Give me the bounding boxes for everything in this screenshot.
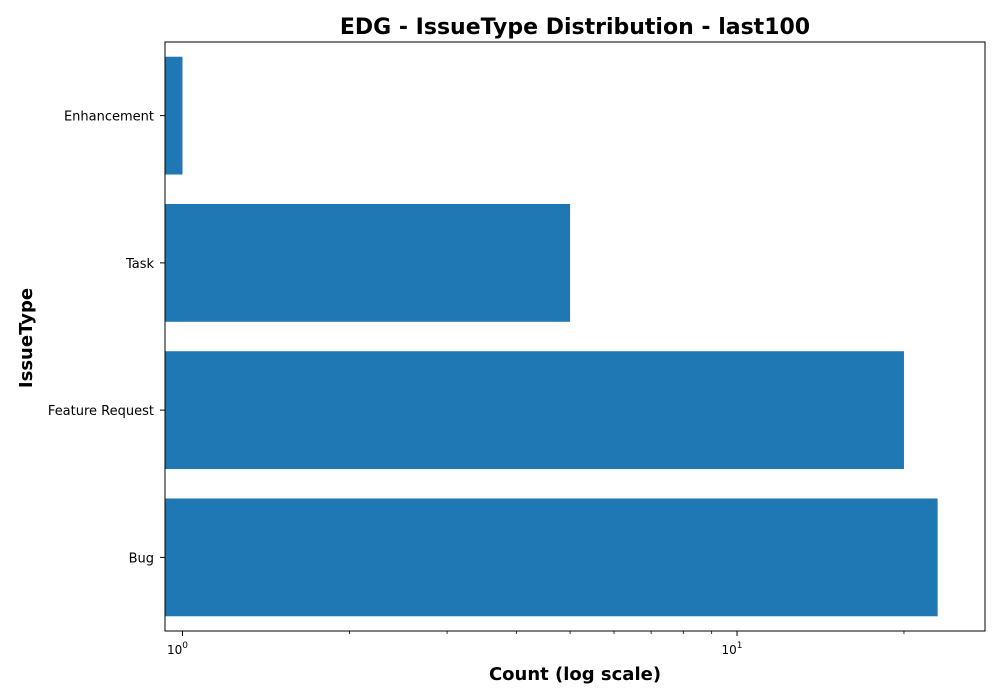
y-axis: Bug Feature Request Task Enhancement [48,110,165,566]
bar-task [165,203,571,322]
bar-bug [165,498,938,617]
x-tick-label-1: 100 [167,641,188,657]
x-axis: 100 101 [167,631,905,657]
bars-layer [165,56,938,617]
y-tick-label-bug: Bug [129,551,154,566]
bar-enhancement [165,56,183,175]
x-axis-label: Count (log scale) [489,664,661,685]
y-axis-label: IssueType [16,288,37,388]
bar-feature-request [165,351,904,470]
chart-title: EDG - IssueType Distribution - last100 [340,15,810,40]
plot-area-frame [164,41,986,632]
y-tick-label-task: Task [125,257,155,272]
y-tick-label-enhancement: Enhancement [64,110,154,125]
x-tick-label-10: 101 [722,641,743,657]
y-tick-label-feature-request: Feature Request [48,404,154,419]
